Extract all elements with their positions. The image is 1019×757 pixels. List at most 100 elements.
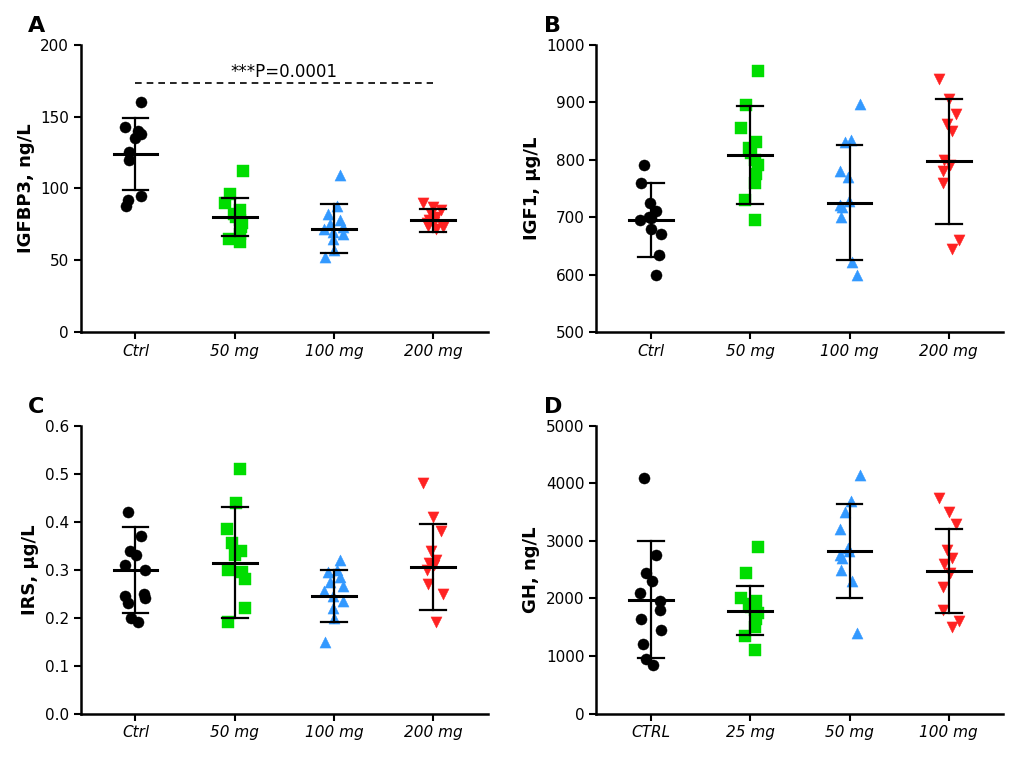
Point	[943, 125, 959, 137]
Point	[736, 194, 752, 206]
Point	[943, 621, 959, 634]
Point	[316, 223, 332, 235]
Point	[749, 64, 765, 76]
Point	[746, 154, 762, 166]
Point	[943, 552, 959, 564]
Point	[737, 566, 753, 578]
Point	[940, 93, 956, 105]
Point	[736, 630, 752, 642]
Point	[119, 597, 136, 609]
Point	[132, 189, 149, 201]
Point	[232, 544, 249, 556]
Point	[842, 133, 858, 145]
Y-axis label: IRS, μg/L: IRS, μg/L	[21, 525, 40, 615]
Point	[227, 211, 244, 223]
Point	[836, 136, 852, 148]
Point	[316, 585, 332, 597]
Point	[635, 638, 651, 650]
Point	[832, 165, 848, 177]
Point	[643, 575, 659, 587]
Point	[632, 612, 648, 625]
Point	[335, 221, 352, 233]
Point	[741, 598, 757, 610]
Point	[424, 511, 440, 523]
Point	[331, 571, 347, 583]
Point	[747, 136, 763, 148]
Point	[420, 214, 436, 226]
Point	[737, 99, 753, 111]
Point	[830, 550, 847, 562]
Point	[747, 621, 763, 634]
Point	[232, 204, 249, 216]
Point	[840, 542, 856, 554]
Point	[326, 612, 342, 624]
Point	[138, 593, 154, 605]
Point	[632, 214, 648, 226]
Point	[428, 211, 444, 223]
Point	[638, 653, 654, 665]
Y-axis label: GH, ng/L: GH, ng/L	[522, 526, 540, 613]
Point	[937, 544, 954, 556]
Point	[117, 120, 133, 132]
Point	[434, 221, 450, 233]
Point	[234, 566, 251, 578]
Point	[935, 558, 952, 570]
Point	[423, 208, 439, 220]
Point	[434, 587, 450, 600]
Point	[851, 98, 867, 110]
Point	[632, 176, 648, 188]
Point	[424, 201, 440, 213]
Point	[335, 581, 352, 593]
Point	[935, 154, 952, 166]
Point	[940, 506, 956, 519]
Text: C: C	[28, 397, 45, 417]
Point	[324, 590, 340, 602]
Point	[227, 497, 244, 509]
Point	[231, 229, 248, 241]
Point	[844, 256, 860, 268]
Point	[732, 122, 748, 134]
Point	[317, 251, 333, 263]
Point	[749, 607, 765, 619]
Point	[747, 176, 763, 188]
Point	[234, 165, 251, 177]
Point	[225, 208, 242, 220]
Point	[742, 147, 758, 159]
Text: D: D	[543, 397, 561, 417]
Point	[937, 118, 954, 130]
Point	[130, 125, 147, 137]
Point	[832, 523, 848, 535]
Point	[117, 590, 133, 602]
Point	[128, 550, 145, 562]
Point	[840, 545, 856, 557]
Point	[933, 165, 950, 177]
Point	[232, 221, 249, 233]
Point	[331, 170, 347, 182]
Point	[645, 659, 661, 671]
Point	[334, 595, 351, 607]
Point	[419, 578, 435, 590]
Point	[647, 205, 663, 217]
Point	[116, 559, 132, 571]
Point	[231, 214, 248, 226]
Point	[122, 544, 139, 556]
Point	[129, 616, 146, 628]
Point	[929, 73, 946, 86]
Point	[934, 176, 951, 188]
Point	[224, 537, 240, 550]
Point	[231, 235, 248, 248]
Point	[321, 575, 337, 587]
Point	[830, 198, 847, 210]
Point	[943, 243, 959, 255]
Point	[236, 573, 253, 585]
Point	[328, 564, 344, 576]
Point	[127, 132, 144, 144]
Point	[420, 556, 436, 569]
Point	[950, 615, 966, 628]
Point	[334, 229, 351, 241]
Point	[746, 644, 762, 656]
Point	[415, 478, 431, 490]
Point	[326, 245, 342, 257]
Point	[120, 194, 137, 206]
Point	[741, 142, 757, 154]
